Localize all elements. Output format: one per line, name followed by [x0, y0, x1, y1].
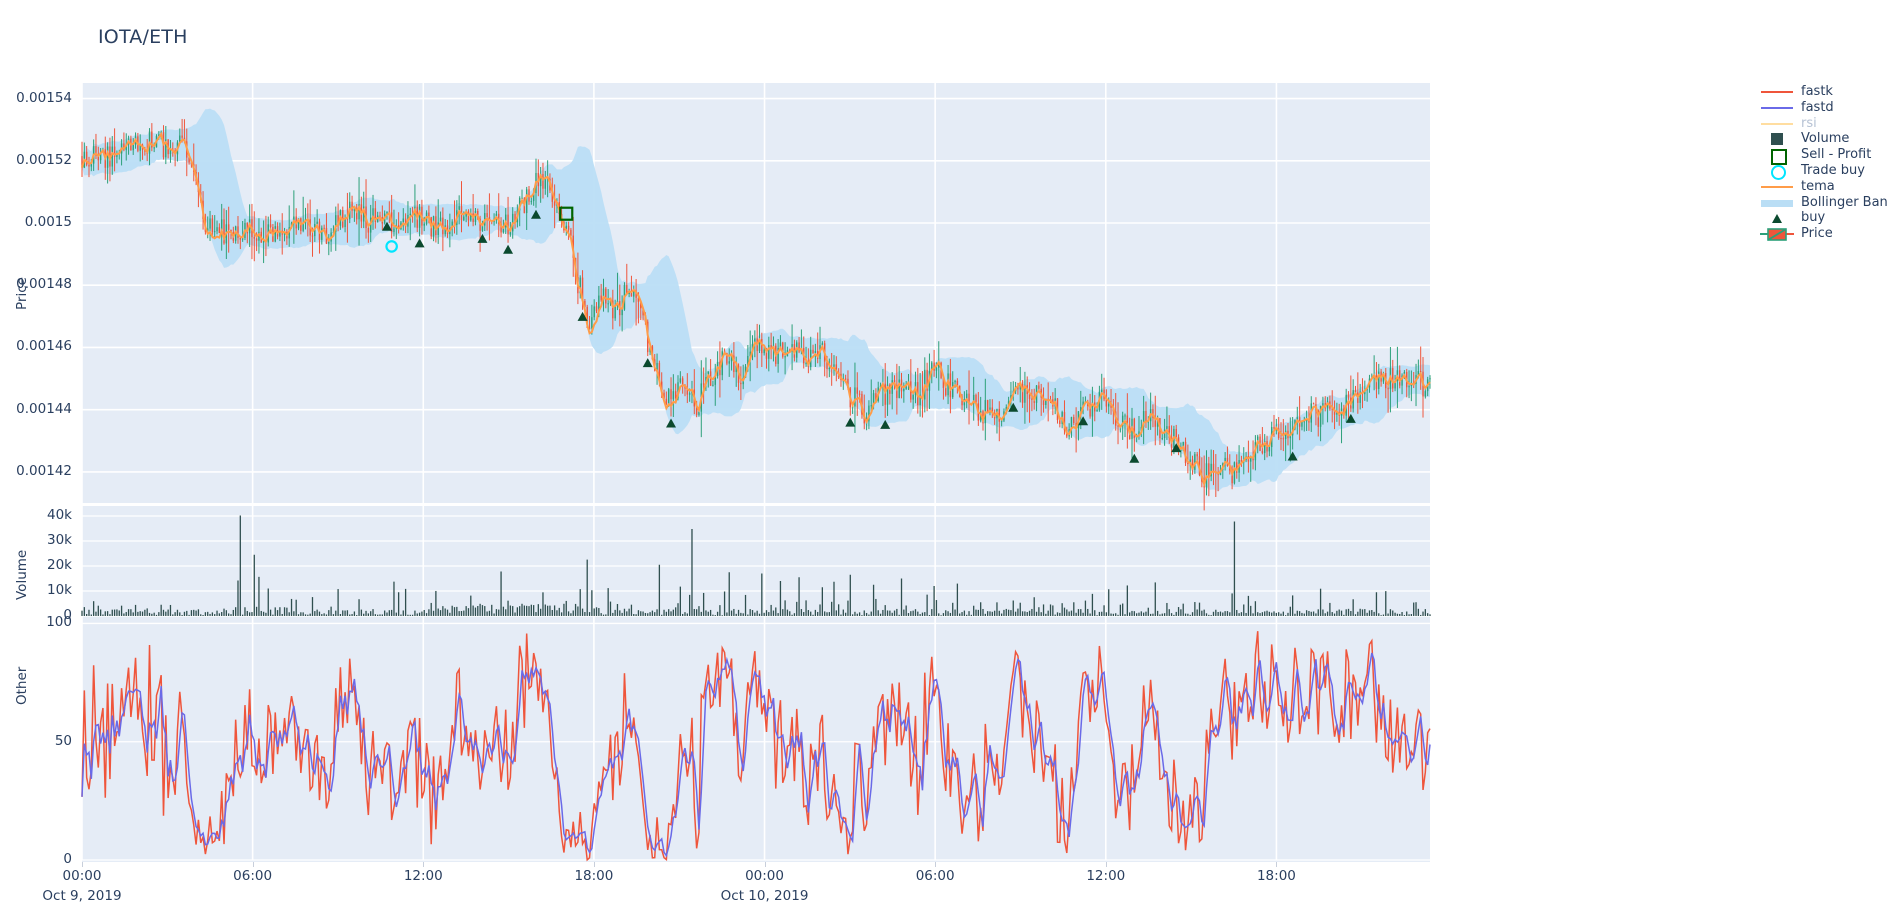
- legend-swatch-square-icon: [1760, 131, 1794, 147]
- x-tick-date: Oct 9, 2019: [42, 888, 122, 904]
- price-y-tick: 0.00146: [16, 338, 72, 355]
- other-y-tick: 50: [54, 732, 72, 749]
- legend-label: Trade buy: [1801, 162, 1865, 178]
- legend-swatch-line-icon: [1760, 84, 1794, 100]
- legend-item-fastd[interactable]: fastd: [1760, 100, 1888, 116]
- legend-item-tema[interactable]: tema: [1760, 179, 1888, 195]
- legend-item-rsi[interactable]: rsi: [1760, 116, 1888, 132]
- legend-label: Price: [1801, 226, 1833, 242]
- volume-panel: [82, 506, 1430, 616]
- legend-label: fastk: [1801, 84, 1833, 99]
- other-panel: [82, 612, 1430, 862]
- price-y-tick: 0.00154: [16, 89, 72, 106]
- chart-legend[interactable]: fastk fastd rsi Volume Sell - Profit Trade bu…: [1760, 84, 1888, 242]
- x-tick-label: 18:00: [574, 868, 614, 884]
- volume-y-tick: 0: [63, 607, 72, 623]
- x-tick-label: 12:00: [403, 868, 443, 884]
- x-tick-mark: [252, 862, 254, 867]
- legend-label: Sell - Profit: [1801, 147, 1872, 163]
- legend-item-trade-buy[interactable]: Trade buy: [1760, 162, 1888, 180]
- x-tick-label: 06:00: [915, 868, 955, 884]
- x-tick-label: 00:00: [62, 868, 102, 884]
- volume-y-tick: 20k: [47, 557, 72, 573]
- x-tick-mark: [935, 862, 937, 867]
- other-axis-title: Other: [14, 666, 30, 705]
- legend-swatch-line-icon: [1760, 179, 1794, 195]
- legend-item-volume[interactable]: Volume: [1760, 131, 1888, 147]
- legend-label: rsi: [1801, 115, 1817, 131]
- volume-y-tick: 10k: [47, 582, 72, 598]
- legend-item-bollinger-band[interactable]: Bollinger Band: [1760, 195, 1888, 211]
- other-y-tick: 100: [46, 614, 72, 631]
- page-title: IOTA/ETH: [98, 26, 188, 48]
- x-tick-mark: [1105, 862, 1107, 867]
- legend-label: Volume: [1801, 131, 1850, 147]
- legend-swatch-line-icon: [1760, 100, 1794, 116]
- volume-y-tick: 30k: [47, 532, 72, 548]
- x-tick-mark: [593, 862, 595, 867]
- volume-y-tick: 40k: [47, 507, 72, 523]
- legend-swatch-triangle-up-icon: [1760, 210, 1794, 226]
- price-y-tick: 0.00152: [16, 151, 72, 168]
- x-tick-mark: [1276, 862, 1278, 867]
- price-panel: [82, 83, 1430, 503]
- legend-label: Bollinger Band: [1801, 194, 1888, 210]
- price-y-tick: 0.00142: [16, 462, 72, 479]
- x-tick-mark: [423, 862, 425, 867]
- legend-item-sell-profit[interactable]: Sell - Profit: [1760, 147, 1888, 166]
- x-tick-date: Oct 10, 2019: [720, 888, 809, 904]
- legend-label: fastd: [1801, 99, 1834, 115]
- legend-item-buy[interactable]: buy: [1760, 210, 1888, 226]
- legend-swatch-line-icon: [1760, 116, 1794, 132]
- legend-swatch-candle-icon: [1760, 226, 1794, 242]
- legend-item-fastk[interactable]: fastk: [1760, 84, 1888, 100]
- x-tick-mark: [764, 862, 766, 867]
- legend-swatch-square-hollow-icon: [1760, 147, 1794, 166]
- x-tick-mark: [82, 862, 83, 867]
- legend-swatch-band-icon: [1760, 195, 1794, 211]
- legend-item-price[interactable]: Price: [1760, 226, 1888, 242]
- x-tick-label: 00:00: [745, 868, 784, 884]
- price-y-tick: 0.00148: [16, 276, 72, 293]
- other-y-tick: 0: [63, 851, 72, 867]
- x-tick-label: 06:00: [233, 868, 273, 884]
- legend-label: buy: [1801, 210, 1826, 226]
- price-y-tick: 0.00144: [16, 400, 72, 417]
- x-tick-label: 12:00: [1086, 868, 1126, 884]
- x-tick-label: 18:00: [1256, 868, 1296, 884]
- legend-swatch-circle-hollow-icon: [1760, 163, 1794, 180]
- legend-label: tema: [1801, 178, 1835, 194]
- price-y-tick: 0.0015: [24, 214, 72, 230]
